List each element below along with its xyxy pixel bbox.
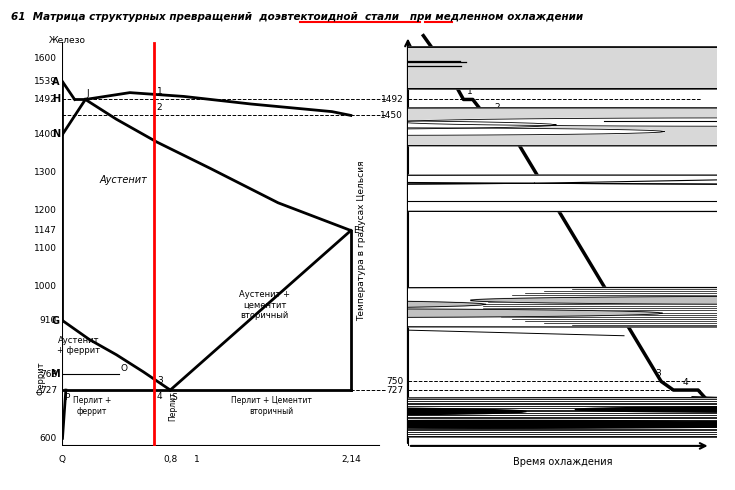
Text: O: O (121, 364, 127, 372)
Polygon shape (0, 398, 735, 437)
Text: 4: 4 (157, 392, 162, 401)
Polygon shape (0, 308, 197, 315)
Text: Аустенит: Аустенит (99, 175, 147, 185)
Text: 1600: 1600 (34, 54, 57, 63)
Text: 3: 3 (157, 376, 162, 386)
Text: Жидкий расплав: Жидкий расплав (0, 489, 1, 490)
Text: 1000: 1000 (34, 282, 57, 291)
Text: 910: 910 (40, 316, 57, 325)
Text: 1100: 1100 (34, 244, 57, 253)
Text: 4: 4 (683, 378, 689, 387)
Text: 1492: 1492 (35, 95, 57, 104)
Text: 1492: 1492 (381, 95, 404, 104)
Text: 727: 727 (386, 386, 404, 394)
Polygon shape (48, 128, 664, 135)
Text: Перлит +
феррит: Перлит + феррит (73, 396, 111, 416)
Text: N: N (51, 129, 60, 140)
Text: E: E (354, 226, 359, 235)
Text: 1147: 1147 (35, 226, 57, 235)
Text: 1450: 1450 (381, 111, 404, 120)
Text: P: P (64, 393, 69, 402)
Text: J: J (87, 89, 90, 98)
Text: A: A (52, 76, 60, 87)
Polygon shape (0, 47, 735, 89)
Text: 768: 768 (40, 370, 57, 379)
Text: 750: 750 (386, 377, 404, 386)
Text: 2,14: 2,14 (341, 455, 361, 465)
Text: Время охлаждения: Время охлаждения (512, 457, 612, 466)
Polygon shape (0, 416, 190, 422)
Polygon shape (174, 420, 735, 428)
Text: 1400: 1400 (35, 130, 57, 139)
Text: Феррит: Феррит (37, 362, 46, 395)
Text: 1539: 1539 (34, 77, 57, 86)
Polygon shape (0, 175, 735, 212)
Text: Q: Q (59, 455, 66, 465)
Polygon shape (403, 118, 735, 126)
Text: 2: 2 (495, 103, 501, 112)
Text: 0,8: 0,8 (163, 455, 177, 465)
Polygon shape (470, 296, 735, 304)
Text: 600: 600 (40, 434, 57, 443)
Text: 1: 1 (467, 87, 473, 97)
Text: 2: 2 (157, 103, 162, 112)
Text: Температура в градусах Цельсия: Температура в градусах Цельсия (357, 161, 366, 321)
Text: 61  Матрица структурных превращений  доэвтектоидной  стали   при медленном охлаж: 61 Матрица структурных превращений доэвт… (11, 12, 583, 23)
Text: H: H (51, 95, 60, 104)
Polygon shape (0, 309, 662, 318)
Text: Аустенит +
цементит
вторичный: Аустенит + цементит вторичный (239, 291, 290, 320)
Text: G: G (51, 316, 60, 325)
Polygon shape (0, 120, 556, 130)
Text: 1: 1 (194, 455, 200, 465)
Polygon shape (0, 299, 486, 309)
Text: Перлит: Перлит (168, 391, 177, 421)
Text: 1200: 1200 (35, 206, 57, 215)
Text: 727: 727 (40, 386, 57, 394)
Polygon shape (576, 407, 735, 413)
Text: 1: 1 (157, 87, 162, 96)
Polygon shape (0, 407, 526, 416)
Polygon shape (0, 47, 735, 89)
Text: M: M (50, 369, 60, 379)
Text: 3: 3 (655, 369, 661, 378)
Text: S: S (171, 393, 177, 402)
Text: 1300: 1300 (34, 168, 57, 177)
Text: Перлит + Цементит
вторичный: Перлит + Цементит вторичный (231, 396, 312, 416)
Text: Железо: Железо (49, 36, 86, 45)
Polygon shape (0, 288, 735, 327)
Polygon shape (0, 108, 735, 146)
Text: Аустенит
+ феррит: Аустенит + феррит (57, 336, 100, 355)
